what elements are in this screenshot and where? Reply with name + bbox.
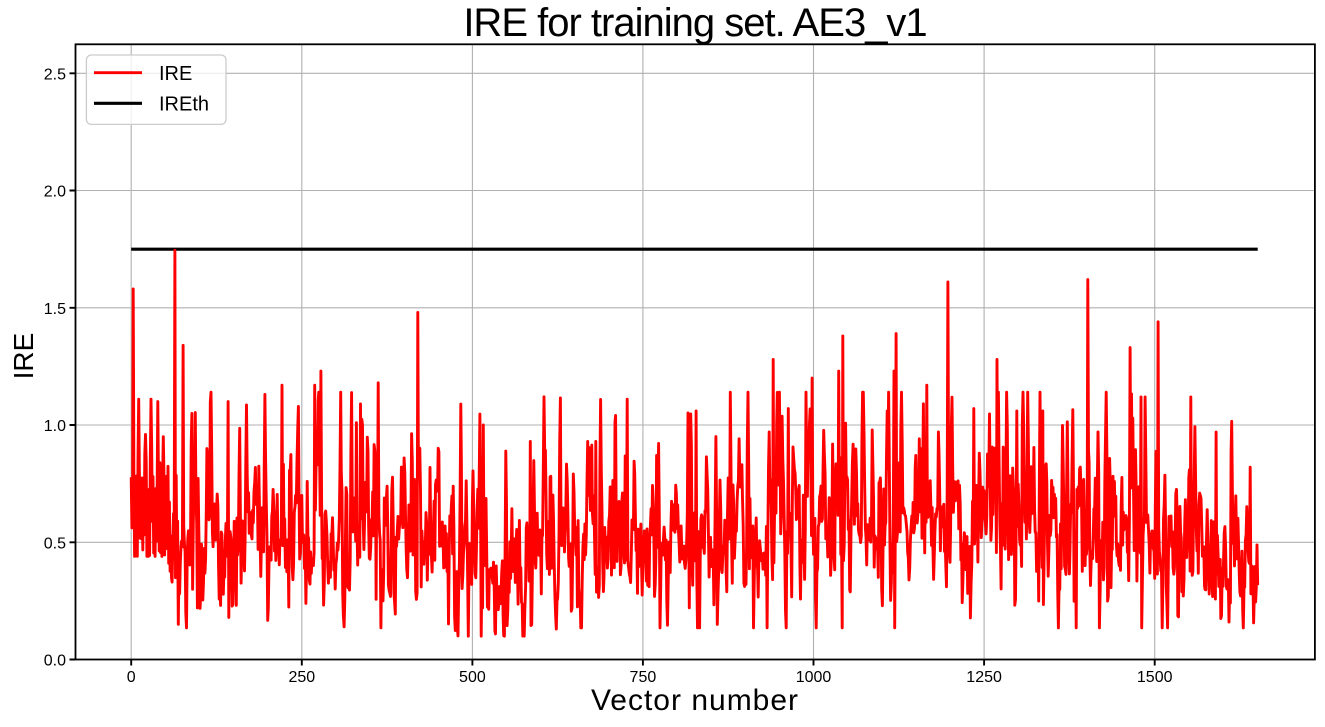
svg-text:1000: 1000: [796, 669, 832, 686]
svg-text:0: 0: [127, 669, 136, 686]
svg-text:IREth: IREth: [159, 94, 209, 116]
svg-text:IRE: IRE: [159, 63, 192, 85]
svg-text:2.0: 2.0: [44, 184, 66, 201]
svg-text:500: 500: [459, 669, 486, 686]
svg-text:IRE: IRE: [8, 333, 39, 380]
svg-text:IRE for training set. AE3_v1: IRE for training set. AE3_v1: [463, 1, 926, 45]
svg-text:1500: 1500: [1137, 669, 1173, 686]
svg-text:1.0: 1.0: [44, 418, 66, 435]
svg-text:2.5: 2.5: [44, 67, 66, 84]
svg-text:Vector number: Vector number: [591, 684, 799, 717]
svg-text:1250: 1250: [966, 669, 1002, 686]
svg-text:750: 750: [630, 669, 657, 686]
svg-text:1.5: 1.5: [44, 301, 66, 318]
svg-text:250: 250: [288, 669, 315, 686]
svg-text:0.5: 0.5: [44, 536, 66, 553]
svg-text:0.0: 0.0: [44, 653, 66, 670]
